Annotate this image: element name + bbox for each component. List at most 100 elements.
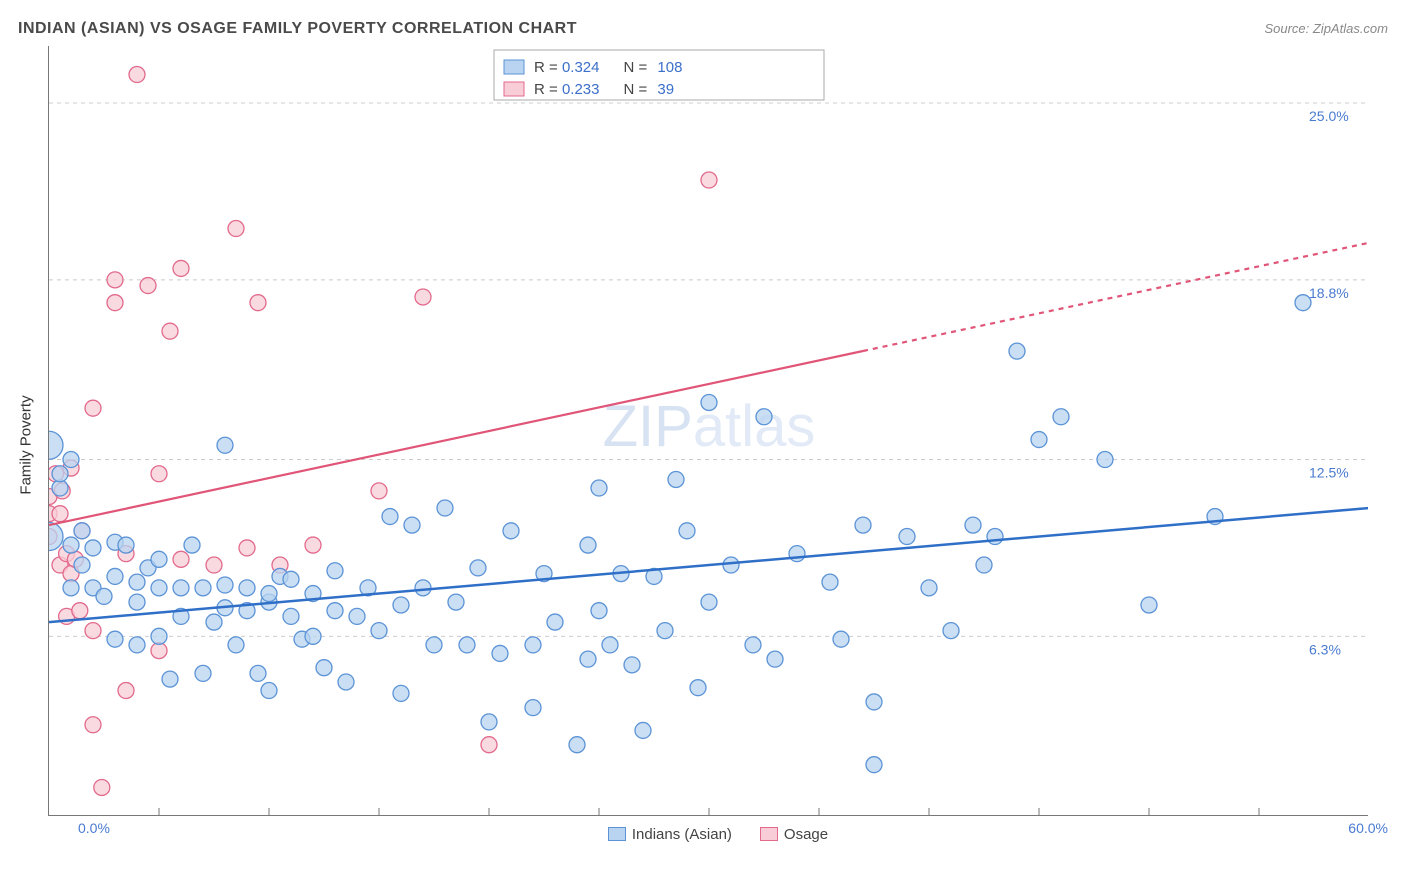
data-point-osage [118, 683, 134, 699]
data-point-indians [866, 757, 882, 773]
data-point-indians [217, 437, 233, 453]
data-point-indians [767, 651, 783, 667]
chart-container: INDIAN (ASIAN) VS OSAGE FAMILY POVERTY C… [18, 20, 1388, 844]
data-point-osage [140, 278, 156, 294]
legend-swatch [504, 60, 524, 74]
data-point-indians [866, 694, 882, 710]
data-point-indians [525, 637, 541, 653]
data-point-indians [52, 466, 68, 482]
data-point-indians [217, 577, 233, 593]
data-point-indians [789, 546, 805, 562]
data-point-indians [195, 665, 211, 681]
data-point-indians [855, 517, 871, 533]
data-point-indians [448, 594, 464, 610]
data-point-indians [690, 680, 706, 696]
data-point-indians [921, 580, 937, 596]
data-point-indians [184, 537, 200, 553]
data-point-indians [624, 657, 640, 673]
data-point-indians [63, 537, 79, 553]
data-point-osage [239, 540, 255, 556]
legend-swatch [608, 827, 626, 841]
y-tick-label: 12.5% [1309, 465, 1349, 481]
data-point-indians [195, 580, 211, 596]
data-point-osage [173, 260, 189, 276]
data-point-osage [228, 221, 244, 237]
data-point-indians [481, 714, 497, 730]
bottom-legend-item: Indians (Asian) [608, 826, 732, 843]
data-point-indians [316, 660, 332, 676]
plot-area: Family Poverty 6.3%12.5%18.8%25.0%ZIPatl… [48, 46, 1388, 844]
data-point-osage [415, 289, 431, 305]
data-point-indians [151, 628, 167, 644]
data-point-indians [151, 551, 167, 567]
data-point-indians [261, 683, 277, 699]
data-point-indians [338, 674, 354, 690]
data-point-indians [239, 580, 255, 596]
data-point-indians [1009, 343, 1025, 359]
data-point-indians [833, 631, 849, 647]
data-point-indians [74, 557, 90, 573]
data-point-osage [481, 737, 497, 753]
data-point-indians [52, 480, 68, 496]
data-point-indians [393, 597, 409, 613]
data-point-indians [580, 537, 596, 553]
data-point-indians [701, 394, 717, 410]
data-point-indians [470, 560, 486, 576]
data-point-osage [162, 323, 178, 339]
data-point-osage [206, 557, 222, 573]
data-point-indians [492, 645, 508, 661]
data-point-indians [987, 529, 1003, 545]
data-point-indians [635, 722, 651, 738]
y-tick-label: 6.3% [1309, 641, 1341, 657]
data-point-indians [118, 537, 134, 553]
data-point-osage [129, 67, 145, 83]
data-point-indians [63, 580, 79, 596]
data-point-indians [459, 637, 475, 653]
data-point-indians [580, 651, 596, 667]
data-point-indians [569, 737, 585, 753]
data-point-indians [503, 523, 519, 539]
data-point-indians [371, 623, 387, 639]
data-point-indians [283, 571, 299, 587]
data-point-indians [48, 431, 63, 459]
data-point-indians [822, 574, 838, 590]
x-axis-max-label: 60.0% [1348, 820, 1388, 836]
data-point-osage [107, 272, 123, 288]
data-point-indians [943, 623, 959, 639]
source-prefix: Source: [1264, 21, 1312, 36]
data-point-indians [701, 594, 717, 610]
data-point-indians [657, 623, 673, 639]
data-point-indians [162, 671, 178, 687]
data-point-indians [899, 529, 915, 545]
legend-swatch [760, 827, 778, 841]
data-point-osage [72, 603, 88, 619]
data-point-osage [85, 623, 101, 639]
data-point-indians [426, 637, 442, 653]
data-point-indians [602, 637, 618, 653]
data-point-osage [85, 717, 101, 733]
data-point-indians [283, 608, 299, 624]
chart-title: INDIAN (ASIAN) VS OSAGE FAMILY POVERTY C… [18, 20, 577, 38]
data-point-indians [723, 557, 739, 573]
bottom-legend: Indians (Asian)Osage [48, 826, 1388, 843]
data-point-osage [151, 466, 167, 482]
data-point-indians [206, 614, 222, 630]
data-point-osage [250, 295, 266, 311]
data-point-indians [63, 452, 79, 468]
data-point-osage [305, 537, 321, 553]
data-point-indians [327, 563, 343, 579]
data-point-osage [151, 643, 167, 659]
data-point-osage [85, 400, 101, 416]
data-point-indians [745, 637, 761, 653]
data-point-osage [173, 551, 189, 567]
data-point-indians [404, 517, 420, 533]
data-point-indians [173, 580, 189, 596]
data-point-indians [261, 586, 277, 602]
chart-header: INDIAN (ASIAN) VS OSAGE FAMILY POVERTY C… [18, 20, 1388, 38]
data-point-indians [250, 665, 266, 681]
data-point-indians [1097, 452, 1113, 468]
data-point-indians [547, 614, 563, 630]
y-tick-label: 25.0% [1309, 108, 1349, 124]
y-axis-label: Family Poverty [18, 395, 35, 494]
data-point-indians [525, 700, 541, 716]
